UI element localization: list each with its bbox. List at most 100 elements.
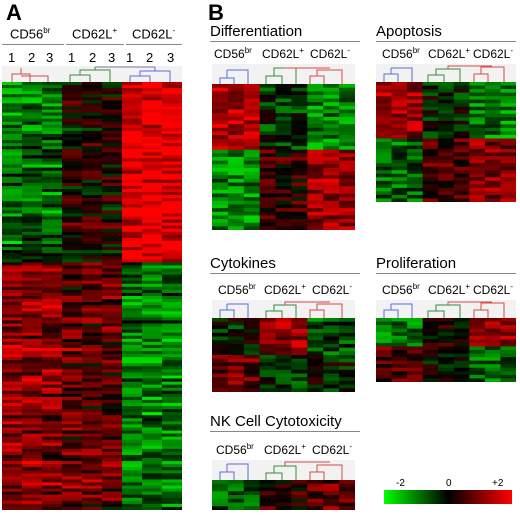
heatmap-cell bbox=[307, 343, 324, 349]
heatmap-cell bbox=[142, 439, 163, 444]
heatmap-cell bbox=[2, 390, 23, 395]
heatmap-cell bbox=[162, 299, 183, 303]
heatmap-cell bbox=[438, 342, 455, 348]
heatmap-cell bbox=[391, 92, 408, 97]
heatmap-cell bbox=[22, 189, 43, 193]
heatmap-cell bbox=[339, 138, 356, 143]
heatmap-cell bbox=[376, 191, 393, 196]
heatmap-cell bbox=[227, 373, 245, 378]
heatmap-cell bbox=[142, 115, 163, 120]
heatmap-cell bbox=[142, 308, 163, 312]
heatmap-cell bbox=[142, 403, 163, 407]
heatmap-cell bbox=[469, 180, 486, 185]
heatmap-cell bbox=[339, 102, 356, 107]
heatmap-cell bbox=[82, 286, 103, 291]
heatmap-cell bbox=[307, 171, 324, 176]
heatmap-cell bbox=[142, 133, 163, 138]
heatmap-cell bbox=[162, 451, 183, 456]
heatmap-cell bbox=[62, 424, 83, 429]
heatmap-cell bbox=[323, 351, 340, 356]
heatmap-cell bbox=[82, 323, 103, 328]
heatmap-cell bbox=[22, 127, 43, 132]
heatmap-cell bbox=[391, 106, 408, 111]
heatmap-cell bbox=[500, 194, 517, 200]
group-label: CD56br bbox=[382, 46, 420, 61]
heatmap-cell bbox=[22, 161, 43, 166]
heatmap-cell bbox=[243, 91, 261, 96]
heatmap-cell bbox=[62, 201, 83, 205]
heatmap-cell bbox=[142, 237, 163, 242]
heatmap-cell bbox=[122, 219, 143, 224]
heatmap-cell bbox=[142, 381, 163, 386]
heatmap-cell bbox=[243, 135, 261, 140]
heatmap-cell bbox=[275, 98, 293, 103]
heatmap-cell bbox=[438, 113, 455, 118]
heatmap-cell bbox=[162, 271, 183, 276]
heatmap-cell bbox=[62, 109, 83, 114]
heatmap-cell bbox=[259, 160, 277, 165]
heatmap-cell bbox=[142, 146, 163, 150]
heatmap-cell bbox=[22, 366, 43, 370]
heatmap-cell bbox=[243, 318, 261, 323]
heatmap-cell bbox=[82, 88, 103, 92]
heatmap-cell bbox=[376, 145, 393, 150]
heatmap-cell bbox=[162, 344, 183, 349]
heatmap-cell bbox=[291, 116, 308, 122]
heatmap-cell bbox=[22, 274, 43, 279]
heatmap-cell bbox=[102, 338, 123, 343]
heatmap-cell bbox=[243, 109, 261, 114]
heatmap-cell bbox=[212, 98, 229, 103]
heatmap-cell bbox=[102, 351, 123, 355]
heatmap-cell bbox=[307, 347, 324, 352]
heatmap-cell bbox=[212, 200, 229, 206]
heatmap-cell bbox=[275, 502, 293, 507]
heatmap-cell bbox=[42, 406, 63, 410]
heatmap-cell bbox=[162, 354, 183, 358]
heatmap-cell bbox=[62, 247, 83, 251]
heatmap-cell bbox=[391, 117, 408, 122]
heatmap-cell bbox=[259, 178, 277, 184]
heatmap-cell bbox=[142, 88, 163, 92]
heatmap-cell bbox=[82, 127, 103, 132]
heatmap-cell bbox=[42, 332, 63, 337]
heatmap-cell bbox=[42, 387, 63, 392]
differentiation-dendrogram bbox=[212, 64, 355, 84]
heatmap-cell bbox=[259, 200, 277, 206]
heatmap-cell bbox=[122, 155, 143, 160]
heatmap-cell bbox=[122, 133, 143, 138]
heatmap-cell bbox=[82, 247, 103, 251]
heatmap-cell bbox=[243, 160, 261, 165]
heatmap-cell bbox=[307, 215, 324, 220]
heatmap-cell bbox=[22, 296, 43, 300]
heatmap-cell bbox=[453, 191, 470, 196]
heatmap-cell bbox=[122, 366, 143, 370]
heatmap-cell bbox=[162, 182, 183, 187]
heatmap-cell bbox=[162, 421, 183, 425]
heatmap-cell bbox=[142, 210, 163, 215]
heatmap-cell bbox=[438, 117, 455, 122]
heatmap-cell bbox=[82, 143, 103, 147]
heatmap-cell bbox=[2, 268, 23, 273]
heatmap-cell bbox=[82, 445, 103, 450]
heatmap-cell bbox=[323, 226, 340, 231]
heatmap-cell bbox=[122, 201, 143, 205]
heatmap-cell bbox=[422, 99, 439, 104]
heatmap-cell bbox=[259, 102, 277, 107]
heatmap-cell bbox=[422, 184, 439, 189]
heatmap-cell bbox=[82, 451, 103, 456]
heatmap-cell bbox=[422, 103, 439, 108]
heatmap-cell bbox=[22, 109, 43, 114]
heatmap-cell bbox=[407, 191, 424, 196]
heatmap-cell bbox=[376, 142, 393, 147]
heatmap-cell bbox=[469, 142, 486, 147]
heatmap-cell bbox=[323, 318, 340, 323]
heatmap-cell bbox=[212, 336, 229, 341]
heatmap-cell bbox=[275, 87, 293, 92]
heatmap-cell bbox=[243, 483, 261, 489]
heatmap-cell bbox=[82, 106, 103, 111]
heatmap-cell bbox=[500, 378, 517, 383]
heatmap-cell bbox=[323, 113, 340, 118]
heatmap-cell bbox=[162, 161, 183, 166]
heatmap-cell bbox=[259, 146, 277, 151]
heatmap-cell bbox=[307, 160, 324, 165]
